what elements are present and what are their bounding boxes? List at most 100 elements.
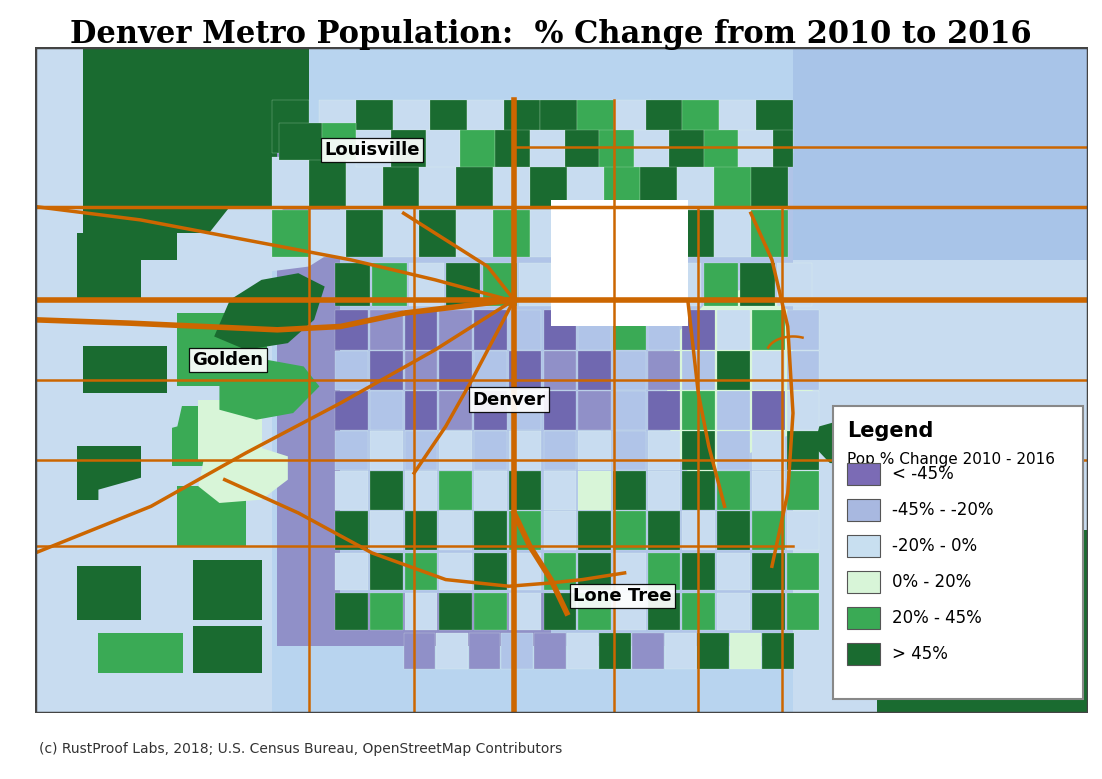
Bar — [682, 310, 715, 350]
Bar — [717, 511, 749, 550]
Bar — [714, 210, 750, 256]
Bar — [741, 263, 775, 306]
Bar — [717, 553, 749, 590]
Bar — [468, 633, 500, 669]
Bar — [372, 263, 407, 306]
Bar — [566, 157, 604, 206]
Bar — [752, 431, 785, 470]
Bar — [370, 471, 402, 509]
Bar — [787, 511, 819, 550]
Bar — [404, 471, 437, 509]
Bar — [787, 310, 819, 350]
Bar — [579, 553, 611, 590]
Bar — [322, 123, 356, 160]
Bar — [35, 47, 309, 233]
Bar — [272, 157, 309, 206]
Bar — [391, 130, 425, 167]
Bar — [648, 431, 680, 470]
Bar — [604, 210, 640, 256]
Bar — [198, 400, 261, 460]
Bar — [787, 553, 819, 590]
Bar — [483, 263, 517, 306]
Bar — [752, 471, 785, 509]
Bar — [440, 351, 472, 390]
Bar — [648, 553, 680, 590]
Bar — [356, 100, 393, 153]
Text: Lone Tree: Lone Tree — [573, 587, 672, 605]
Bar — [509, 310, 541, 350]
Bar — [543, 431, 576, 470]
Bar — [665, 633, 696, 669]
Bar — [493, 157, 530, 206]
Bar — [579, 511, 611, 550]
Bar — [141, 260, 198, 313]
Bar — [752, 553, 785, 590]
Bar — [272, 210, 309, 256]
Bar — [309, 157, 346, 206]
Bar — [752, 351, 785, 390]
Bar — [793, 47, 1088, 713]
Text: Golden: Golden — [193, 351, 263, 368]
Bar — [370, 391, 402, 430]
Bar — [436, 633, 468, 669]
Bar — [440, 471, 472, 509]
Bar — [543, 553, 576, 590]
Bar — [717, 431, 749, 470]
Bar — [540, 100, 577, 153]
Bar — [404, 553, 437, 590]
Bar — [543, 310, 576, 350]
Bar — [193, 626, 261, 673]
Bar — [846, 463, 880, 485]
Bar — [382, 210, 420, 256]
Bar — [501, 633, 533, 669]
Bar — [787, 351, 819, 390]
Polygon shape — [661, 173, 788, 240]
Bar — [474, 553, 507, 590]
Bar — [320, 100, 356, 153]
Bar — [877, 513, 1088, 713]
Bar — [370, 593, 402, 629]
Bar — [717, 310, 749, 350]
Bar — [787, 431, 819, 470]
Bar — [714, 157, 750, 206]
FancyBboxPatch shape — [833, 407, 1083, 700]
Polygon shape — [198, 446, 288, 503]
Bar — [682, 553, 715, 590]
Text: Pop % Change 2010 - 2016: Pop % Change 2010 - 2016 — [846, 452, 1055, 467]
Bar — [35, 47, 83, 713]
Bar — [773, 130, 793, 167]
Bar — [579, 431, 611, 470]
Bar — [98, 633, 183, 673]
Bar — [467, 100, 504, 153]
Bar — [341, 180, 667, 593]
Bar — [577, 100, 614, 153]
Bar — [404, 431, 437, 470]
Bar — [77, 566, 141, 619]
Text: Denver Metro Population:  % Change from 2010 to 2016: Denver Metro Population: % Change from 2… — [71, 19, 1031, 51]
Bar — [682, 100, 720, 153]
Bar — [440, 391, 472, 430]
Text: Legend: Legend — [846, 421, 933, 441]
Bar — [613, 351, 646, 390]
Bar — [793, 47, 1088, 260]
Bar — [579, 391, 611, 430]
Bar — [846, 607, 880, 629]
Bar — [404, 511, 437, 550]
Bar — [846, 643, 880, 665]
Bar — [440, 511, 472, 550]
Bar — [543, 471, 576, 509]
Bar — [177, 486, 246, 546]
Bar — [346, 157, 382, 206]
Bar — [440, 593, 472, 629]
Bar — [356, 130, 391, 167]
Bar — [648, 351, 680, 390]
Bar — [509, 431, 541, 470]
Bar — [98, 480, 177, 553]
Bar — [335, 263, 370, 306]
Bar — [648, 471, 680, 509]
Bar — [509, 471, 541, 509]
Bar — [730, 633, 761, 669]
Bar — [646, 100, 682, 153]
Bar — [278, 140, 793, 647]
Text: (c) RustProof Labs, 2018; U.S. Census Bureau, OpenStreetMap Contributors: (c) RustProof Labs, 2018; U.S. Census Bu… — [39, 742, 562, 756]
